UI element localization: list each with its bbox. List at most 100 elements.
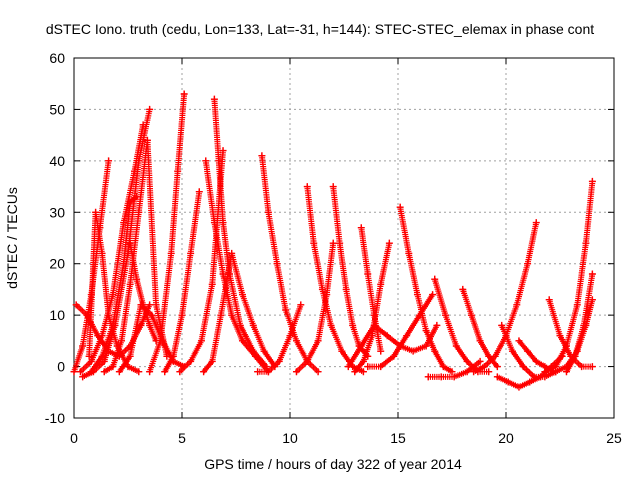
data-series <box>76 121 147 376</box>
data-point <box>238 291 246 299</box>
data-point <box>126 352 134 360</box>
data-point <box>100 368 108 376</box>
data-point <box>174 167 182 175</box>
grid-lines <box>74 58 614 418</box>
data-point <box>498 321 506 329</box>
x-tick-label: 5 <box>178 430 186 446</box>
data-point <box>344 363 352 371</box>
data-point <box>508 347 516 355</box>
data-point <box>314 368 322 376</box>
data-point <box>137 321 145 329</box>
data-point <box>126 239 134 247</box>
data-point <box>359 368 367 376</box>
data-point <box>409 347 417 355</box>
x-tick-label: 15 <box>390 430 406 446</box>
data-point <box>152 337 160 345</box>
data-point <box>580 321 588 329</box>
data-point <box>416 311 424 319</box>
data-point <box>126 280 134 288</box>
data-point <box>318 285 326 293</box>
data-point <box>396 342 404 350</box>
y-tick-label: -10 <box>45 410 65 426</box>
axis-ticks: 0 5 10 15 20 25 -10 0 10 20 30 40 50 60 <box>45 50 622 446</box>
data-point <box>98 332 106 340</box>
data-point <box>450 373 458 381</box>
data-point <box>143 136 151 144</box>
data-point <box>264 368 272 376</box>
data-point <box>148 311 156 319</box>
data-point <box>485 352 493 360</box>
data-point <box>364 363 372 371</box>
data-point <box>167 249 175 257</box>
data-point <box>130 167 138 175</box>
data-point <box>342 285 350 293</box>
data-point <box>480 363 488 371</box>
data-point <box>370 311 378 319</box>
data-series <box>254 301 305 376</box>
data-point <box>526 378 534 386</box>
data-point <box>118 337 126 345</box>
data-point <box>532 357 540 365</box>
data-point <box>377 347 385 355</box>
data-point <box>571 352 579 360</box>
data-point <box>329 183 337 191</box>
data-point <box>286 332 294 340</box>
data-point <box>452 342 460 350</box>
data-point <box>228 249 236 257</box>
data-point <box>200 368 208 376</box>
data-point <box>208 357 216 365</box>
data-point <box>519 363 527 371</box>
data-point <box>219 147 227 155</box>
data-point <box>545 296 553 304</box>
data-point <box>476 357 484 365</box>
data-point <box>161 368 169 376</box>
x-tick-label: 25 <box>606 430 622 446</box>
data-point <box>180 90 188 98</box>
data-point <box>254 368 262 376</box>
data-point <box>467 311 475 319</box>
data-point <box>109 363 117 371</box>
data-series <box>562 270 596 376</box>
data-point <box>515 383 523 391</box>
data-point <box>314 337 322 345</box>
data-point <box>491 352 499 360</box>
data-point <box>377 280 385 288</box>
data-point <box>359 357 367 365</box>
data-point <box>72 301 80 309</box>
data-point <box>275 357 283 365</box>
data-point <box>493 363 501 371</box>
data-point <box>588 177 596 185</box>
data-point <box>120 260 128 268</box>
data-point <box>431 275 439 283</box>
data-point <box>515 337 523 345</box>
data-point <box>351 368 359 376</box>
data-point <box>109 321 117 329</box>
data-point <box>327 321 335 329</box>
data-series <box>87 193 141 376</box>
data-point <box>463 368 471 376</box>
data-point <box>146 368 154 376</box>
data-point <box>146 321 154 329</box>
data-point <box>582 239 590 247</box>
y-tick-label: 0 <box>57 359 65 375</box>
data-point <box>403 332 411 340</box>
y-tick-label: 50 <box>49 101 65 117</box>
data-point <box>437 373 445 381</box>
data-series <box>541 177 596 376</box>
data-point <box>422 327 430 335</box>
data-point <box>120 219 128 227</box>
data-series <box>344 321 441 371</box>
data-point <box>264 208 272 216</box>
data-point <box>217 311 225 319</box>
data-point <box>219 270 227 278</box>
data-point <box>210 95 218 103</box>
data-point <box>169 352 177 360</box>
data-point <box>578 363 586 371</box>
data-series <box>161 188 203 376</box>
data-point <box>562 368 570 376</box>
data-point <box>133 275 141 283</box>
data-point <box>187 249 195 257</box>
data-series <box>459 285 501 371</box>
data-point <box>485 368 493 376</box>
